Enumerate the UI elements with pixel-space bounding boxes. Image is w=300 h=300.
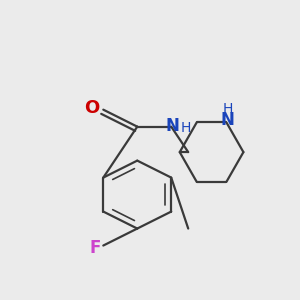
Text: H: H	[222, 102, 233, 116]
Text: H: H	[181, 121, 191, 135]
Text: N: N	[165, 117, 179, 135]
Text: F: F	[89, 239, 100, 257]
Text: N: N	[220, 111, 234, 129]
Text: O: O	[84, 98, 99, 116]
